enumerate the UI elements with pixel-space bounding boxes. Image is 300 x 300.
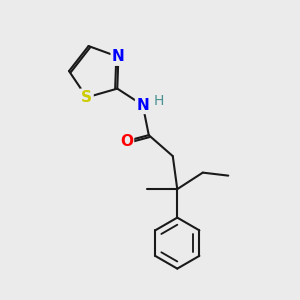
Text: O: O	[120, 134, 133, 148]
Text: H: H	[154, 94, 164, 108]
Text: S: S	[81, 90, 92, 105]
Text: N: N	[112, 50, 125, 64]
Text: N: N	[136, 98, 149, 112]
